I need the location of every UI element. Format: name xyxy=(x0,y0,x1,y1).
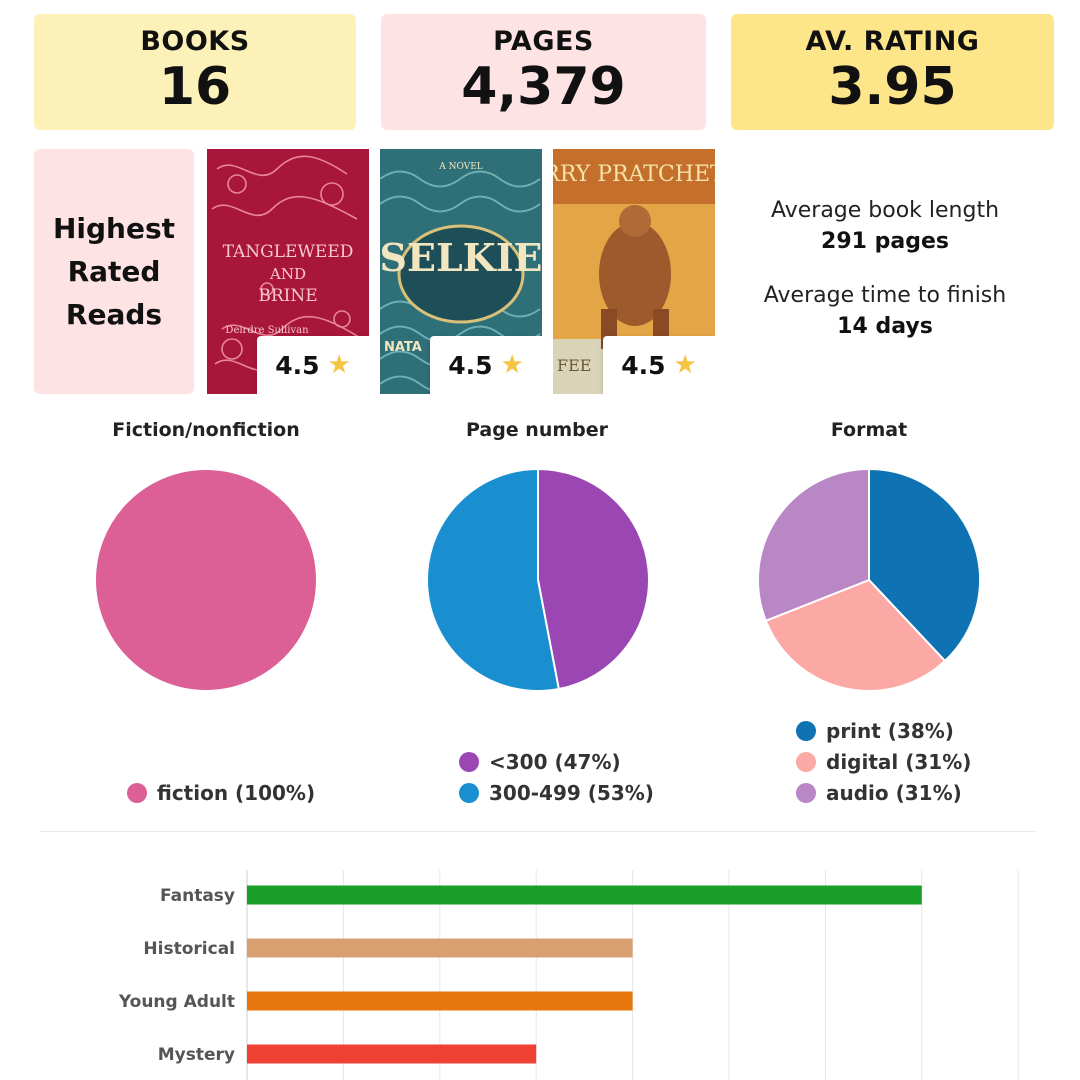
avg-time-label: Average time to finish xyxy=(763,283,1007,308)
rating-badge-1: 4.5 ★ xyxy=(257,336,369,394)
cover-2-title: SELKIE xyxy=(380,235,542,280)
avg-length-value: 291 pages xyxy=(821,229,949,254)
bar-young-adult[interactable] xyxy=(247,991,633,1011)
avg-length-block: Average book length 291 pages xyxy=(740,198,1030,254)
star-icon: ★ xyxy=(327,350,351,380)
highest-rated-card: Highest Rated Reads xyxy=(34,149,194,394)
highest-rated-line: Rated xyxy=(67,255,161,288)
pie-slice-fiction xyxy=(94,468,318,692)
legend-page-number: <300 (47%) 300-499 (53%) xyxy=(459,746,654,808)
legend-item[interactable]: 300-499 (53%) xyxy=(459,777,654,808)
bar-category-label: Young Adult xyxy=(118,992,235,1012)
books-value: 16 xyxy=(158,57,232,117)
books-stat-card: BOOKS 16 xyxy=(34,14,356,130)
book-cover-3[interactable]: RRY PRATCHET FEE 4.5 ★ xyxy=(553,149,715,394)
cover-1-title: AND xyxy=(269,265,306,283)
pie-chart-format xyxy=(757,467,981,692)
books-label: BOOKS xyxy=(140,26,250,57)
legend-item[interactable]: audio (31%) xyxy=(796,777,971,808)
cover-1-author: Deirdre Sullivan xyxy=(225,325,309,336)
legend-dot xyxy=(127,782,147,803)
star-icon: ★ xyxy=(500,350,524,380)
legend-dot xyxy=(796,720,816,741)
legend-label: print (38%) xyxy=(826,718,954,743)
bar-category-label: Fantasy xyxy=(160,886,235,906)
book-cover-2[interactable]: A NOVEL SELKIE NATA 4.5 ★ xyxy=(380,149,542,394)
rating-value: 3.95 xyxy=(828,57,957,117)
bar-category-label: Historical xyxy=(143,939,235,959)
avg-time-value: 14 days xyxy=(837,314,933,339)
avg-time-block: Average time to finish 14 days xyxy=(740,283,1030,339)
star-icon: ★ xyxy=(673,350,697,380)
legend-dot xyxy=(796,751,816,772)
legend-label: fiction (100%) xyxy=(157,780,316,805)
legend-format: print (38%) digital (31%) audio (31%) xyxy=(796,715,971,808)
avg-length-label: Average book length xyxy=(770,198,1000,223)
divider xyxy=(40,831,1035,832)
legend-dot xyxy=(459,751,479,772)
bar-historical[interactable] xyxy=(247,938,633,958)
pie-slice-print xyxy=(868,467,981,663)
legend-item[interactable]: digital (31%) xyxy=(796,746,971,777)
legend-label: 300-499 (53%) xyxy=(489,780,654,805)
pages-label: PAGES xyxy=(493,26,594,57)
pie-slice-audio xyxy=(757,467,870,623)
cover-2-tagline: A NOVEL xyxy=(438,162,483,172)
pages-value: 4,379 xyxy=(461,57,626,117)
highest-rated-line: Reads xyxy=(65,298,163,331)
legend-fiction: fiction (100%) xyxy=(127,777,315,808)
pie-slice-300-499 xyxy=(426,467,560,692)
bar-category-label: Mystery xyxy=(158,1045,235,1065)
genre-bar-chart: Fantasy Historical Young Adult Mystery xyxy=(118,870,1019,1080)
cover-1-title: BRINE xyxy=(258,286,317,306)
book-cover-1[interactable]: TANGLEWEED AND BRINE Deirdre Sullivan 4.… xyxy=(207,149,369,394)
cover-3-title: RRY PRATCHET xyxy=(553,162,715,187)
legend-dot xyxy=(459,782,479,803)
legend-label: digital (31%) xyxy=(826,749,972,774)
pie-slice-digital xyxy=(764,578,947,692)
book-rating: 4.5 xyxy=(448,350,493,380)
legend-dot xyxy=(796,782,816,803)
cover-2-author: NATA xyxy=(384,340,422,355)
pie-title-format: Format xyxy=(830,419,908,441)
pie-slice-<300 xyxy=(537,467,650,691)
pie-chart-fiction xyxy=(94,468,318,692)
legend-item[interactable]: <300 (47%) xyxy=(459,746,654,777)
rating-badge-3: 4.5 ★ xyxy=(603,336,715,394)
bar-mystery[interactable] xyxy=(247,1044,537,1064)
highest-rated-line: Highest xyxy=(52,212,176,245)
rating-stat-card: AV. RATING 3.95 xyxy=(731,14,1054,130)
legend-label: <300 (47%) xyxy=(489,749,621,774)
rating-label: AV. RATING xyxy=(805,26,980,57)
pie-chart-page-number xyxy=(426,467,650,692)
rating-badge-2: 4.5 ★ xyxy=(430,336,542,394)
legend-label: audio (31%) xyxy=(826,780,962,805)
pages-stat-card: PAGES 4,379 xyxy=(381,14,706,130)
cover-3-author: FEE xyxy=(557,356,591,375)
legend-item[interactable]: print (38%) xyxy=(796,715,971,746)
book-rating: 4.5 xyxy=(275,350,320,380)
bar-fantasy[interactable] xyxy=(247,885,922,905)
pie-title-fiction: Fiction/nonfiction xyxy=(112,419,300,441)
pie-title-page-number: Page number xyxy=(465,419,609,441)
cover-1-title: TANGLEWEED xyxy=(223,242,354,262)
legend-item[interactable]: fiction (100%) xyxy=(127,777,315,808)
book-rating: 4.5 xyxy=(621,350,666,380)
